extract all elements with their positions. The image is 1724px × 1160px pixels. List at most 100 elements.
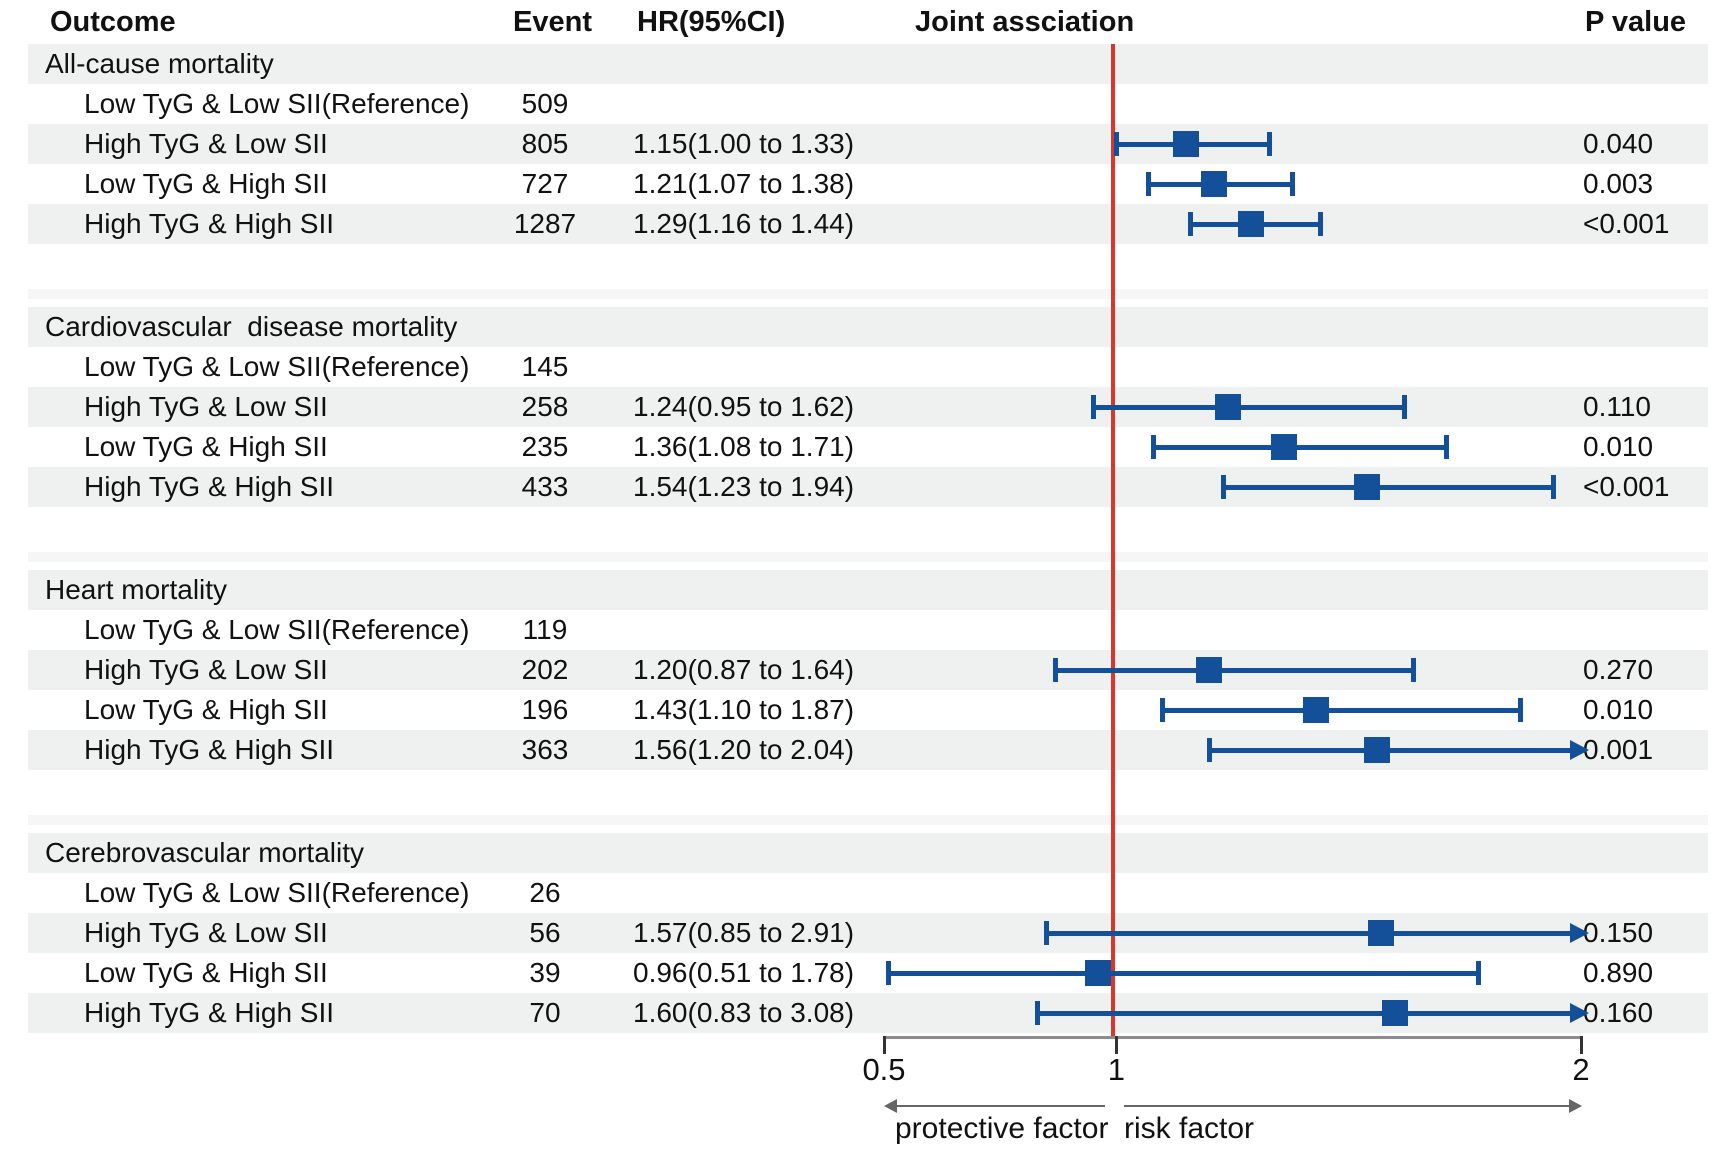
ci-cap-left — [1034, 1001, 1040, 1025]
row-p-value: <0.001 — [1583, 471, 1670, 502]
ci-whisker-line — [1153, 444, 1447, 450]
row-event-count: 433 — [521, 471, 569, 502]
ci-cap-left — [1160, 698, 1166, 722]
protective-factor-label: protective factor — [895, 1112, 1109, 1145]
ci-cap-left — [1044, 921, 1050, 945]
column-header-p-value: P value — [1585, 6, 1687, 38]
section-title: Cerebrovascular mortality — [45, 837, 364, 868]
hr-point-marker — [1363, 737, 1390, 763]
row-label: High TyG & High SII — [84, 208, 335, 239]
row-event-count: 70 — [529, 997, 561, 1028]
ci-cap-right — [1550, 475, 1556, 499]
row-stripe — [28, 570, 1708, 610]
ci-cap-left — [1113, 132, 1119, 156]
hr-point-marker — [1303, 697, 1330, 723]
ci-whisker-line — [1037, 1010, 1570, 1016]
row-label: Low TyG & Low SII(Reference) — [84, 351, 470, 382]
ci-whisker-line — [1162, 707, 1521, 713]
row-hr-ci-text: 1.15(1.00 to 1.33) — [633, 128, 855, 159]
row-hr-ci-text: 0.96(0.51 to 1.78) — [633, 957, 855, 988]
ci-cap-left — [1053, 658, 1059, 682]
section-gap-stripe — [28, 552, 1708, 562]
hr-point-marker — [1238, 211, 1265, 237]
column-header-hr-ci: HR(95%CI) — [637, 6, 786, 38]
ci-cap-right — [1401, 395, 1407, 419]
section-title: Cardiovascular disease mortality — [45, 311, 458, 342]
ci-cap-right — [1290, 172, 1296, 196]
row-p-value: 0.160 — [1583, 997, 1654, 1028]
axis-tick-label: 2 — [1572, 1052, 1590, 1087]
ci-cap-left — [886, 961, 892, 985]
axis-tick — [1114, 1036, 1118, 1054]
ci-cap-left — [1188, 212, 1194, 236]
ci-whisker-line — [1055, 667, 1414, 673]
row-label: High TyG & Low SII — [84, 128, 328, 159]
row-hr-ci-text: 1.56(1.20 to 2.04) — [633, 734, 855, 765]
row-label: High TyG & High SII — [84, 471, 335, 502]
axis-line — [884, 1036, 1583, 1039]
ci-arrow-right — [1570, 1003, 1589, 1023]
ci-cap-right — [1318, 212, 1324, 236]
ci-cap-left — [1151, 435, 1156, 459]
row-label: High TyG & High SII — [84, 997, 335, 1028]
row-hr-ci-text: 1.20(0.87 to 1.64) — [633, 654, 855, 685]
column-header-joint-association: Joint assciation — [915, 6, 1135, 38]
row-label: Low TyG & Low SII(Reference) — [84, 877, 470, 908]
row-p-value: 0.010 — [1583, 694, 1654, 725]
axis-tick — [1579, 1036, 1583, 1054]
axis-tick-label: 0.5 — [862, 1052, 906, 1087]
ci-cap-left — [1146, 172, 1152, 196]
section-gap-stripe — [28, 289, 1708, 299]
row-event-count: 119 — [522, 614, 568, 645]
row-event-count: 258 — [521, 391, 569, 422]
row-stripe — [28, 307, 1708, 347]
row-event-count: 363 — [521, 734, 569, 765]
ci-cap-left — [1090, 395, 1096, 419]
row-label: High TyG & High SII — [84, 734, 335, 765]
row-event-count: 727 — [521, 168, 569, 199]
row-event-count: 202 — [521, 654, 569, 685]
row-label: High TyG & Low SII — [84, 391, 328, 422]
ci-cap-right — [1476, 961, 1482, 985]
row-stripe — [28, 44, 1708, 84]
row-stripe — [28, 650, 1708, 690]
risk-factor-label: risk factor — [1124, 1112, 1255, 1145]
ci-whisker-line — [1093, 404, 1405, 410]
ci-whisker-line — [1046, 930, 1570, 936]
row-event-count: 1287 — [513, 208, 577, 239]
ci-arrow-right — [1570, 740, 1589, 760]
column-header-outcome: Outcome — [50, 6, 176, 38]
hr-point-marker — [1382, 1000, 1409, 1026]
row-p-value: 0.110 — [1583, 391, 1651, 422]
row-hr-ci-text: 1.24(0.95 to 1.62) — [633, 391, 855, 422]
column-header-event: Event — [513, 6, 592, 38]
ci-cap-left — [1206, 738, 1212, 762]
row-event-count: 145 — [521, 351, 569, 382]
row-hr-ci-text: 1.36(1.08 to 1.71) — [633, 431, 855, 462]
row-stripe — [28, 833, 1708, 873]
row-p-value: 0.010 — [1583, 431, 1654, 462]
row-event-count: 26 — [529, 877, 561, 908]
row-stripe — [28, 124, 1708, 164]
axis-tick-label: 1 — [1107, 1052, 1125, 1087]
row-p-value: <0.001 — [1583, 208, 1670, 239]
protective-arrow-head — [884, 1099, 897, 1113]
row-hr-ci-text: 1.54(1.23 to 1.94) — [633, 471, 855, 502]
ci-whisker-line — [1223, 484, 1554, 490]
ci-cap-right — [1443, 435, 1449, 459]
row-hr-ci-text: 1.43(1.10 to 1.87) — [633, 694, 855, 725]
row-label: Low TyG & High SII — [84, 168, 328, 199]
hr-point-marker — [1173, 131, 1200, 157]
hr-point-marker — [1270, 434, 1297, 460]
row-p-value: 0.001 — [1583, 734, 1654, 765]
row-stripe — [28, 204, 1708, 244]
section-title: All-cause mortality — [45, 48, 274, 79]
row-label: High TyG & Low SII — [84, 917, 328, 948]
reference-line-hr-1 — [1111, 44, 1115, 1036]
row-label: Low TyG & Low SII(Reference) — [84, 614, 470, 645]
row-label: High TyG & Low SII — [84, 654, 328, 685]
row-event-count: 196 — [521, 694, 569, 725]
row-hr-ci-text: 1.60(0.83 to 3.08) — [633, 997, 855, 1028]
row-p-value: 0.270 — [1583, 654, 1654, 685]
